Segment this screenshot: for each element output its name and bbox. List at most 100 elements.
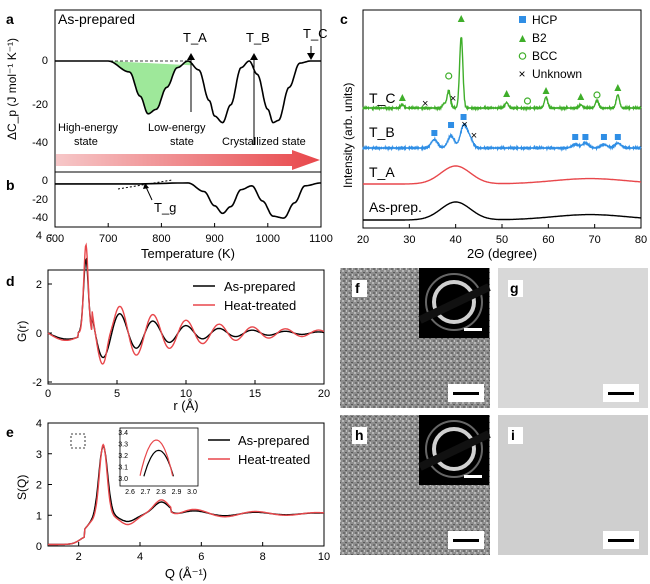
hcp-marker [614, 134, 621, 140]
hcp-marker [448, 122, 455, 128]
diffraction-f-ring2 [425, 273, 483, 331]
high-energy-peak-fill [108, 61, 194, 114]
panel-e-xticks: 2 4 6 8 10 [76, 542, 330, 563]
xtick-label: 600 [46, 233, 64, 245]
xtick-label: 40 [450, 234, 462, 246]
inset-xtick: 2.6 [125, 489, 135, 496]
state-high-line1: High-energy [58, 122, 118, 134]
xtick-label: 8 [260, 551, 266, 563]
b2-marker [542, 87, 550, 94]
unknown-marker: × [461, 119, 467, 131]
bcc-marker [523, 97, 532, 105]
panel-d-ylabel: G(r) [15, 321, 29, 342]
xtick-label: 2 [76, 551, 82, 563]
panel-e-letter: e [6, 424, 14, 440]
panel-b-frame [54, 171, 322, 228]
inset-zoom-box [70, 433, 86, 449]
xtick-label: 1100 [309, 233, 333, 245]
bcc-marker [593, 91, 601, 99]
xrd-curve-tb [362, 123, 642, 152]
b2-marker [398, 94, 406, 101]
b2-marker [577, 93, 585, 100]
xrd-curve-tc [362, 36, 642, 112]
panel-c-frame [362, 9, 642, 229]
panel-b-ytick: 0 [42, 175, 48, 187]
marker-tb-label: T_B [246, 30, 270, 45]
tg-arrow-line [145, 186, 153, 201]
inset-xtick: 2.8 [156, 489, 166, 496]
panel-a: a As-prepared ΔC_p (J mol⁻¹ K⁻¹) 0 -20 -… [5, 9, 328, 173]
state-low-line1: Low-energy [148, 122, 206, 134]
legend-e-as-label: As-prepared [238, 433, 310, 448]
panel-a-title: As-prepared [58, 11, 135, 27]
hcp-marker [600, 134, 607, 140]
panel-e-yticks: 0 1 2 3 4 [36, 418, 52, 553]
sq-heat-treated [48, 443, 325, 546]
scalebar-f [453, 392, 479, 395]
panel-b: b 0 -20 -40 T_g 600 700 800 900 1000 1100 Tem… [6, 171, 333, 261]
scalebar-inset-f [464, 328, 482, 331]
beam-stop-h [418, 430, 491, 471]
panel-b-ytick: -40 [32, 212, 48, 224]
xtick-label: 10 [180, 388, 192, 400]
inset: 2.6 2.7 2.8 2.9 3.0 3.4 3.3 3.2 3.1 3.0 [118, 427, 199, 496]
panel-e-xlabel: Q (Å⁻¹) [165, 566, 207, 581]
xtick-label: 50 [496, 234, 508, 246]
ytick-label: 4 [36, 418, 42, 430]
xtick-label: 6 [198, 551, 204, 563]
xtick-label: 800 [152, 233, 170, 245]
xtick-label: 10 [318, 551, 330, 563]
legend-unknown-marker: × [519, 67, 526, 81]
panel-c-xlabel: 2Θ (degree) [467, 246, 537, 261]
b2-marker [503, 90, 511, 97]
scalebar-h [453, 539, 479, 542]
tem-g-letter-bg [508, 280, 523, 297]
xtick-label: 4 [137, 551, 143, 563]
tem-g-letter: g [510, 280, 519, 296]
legend-unknown-label: Unknown [532, 67, 582, 81]
xtick-label: 80 [635, 234, 647, 246]
tem-i-letter: i [511, 427, 515, 443]
tem-f-letter-bg [352, 280, 367, 297]
panel-b-letter: b [6, 177, 15, 193]
scalebar-i [608, 539, 634, 542]
hcp-marker [460, 114, 467, 120]
marker-ta-arrow [187, 53, 195, 60]
legend-e-ht-label: Heat-treated [238, 452, 310, 467]
legend-hcp-label: HCP [532, 13, 557, 27]
legend-b2-label: B2 [532, 31, 547, 45]
diffraction-h-ring [432, 427, 476, 471]
panel-c: c Intensity (arb. units) T_C T_B T_A As-… [340, 9, 647, 261]
state-low-line2: state [170, 136, 194, 148]
panel-ab-xlabel: Temperature (K) [141, 246, 235, 261]
unknown-marker: × [422, 98, 428, 110]
panel-ab-xticks: 600 700 800 900 1000 1100 [46, 223, 333, 245]
inset-ytick: 3.1 [118, 465, 128, 472]
panel-d-letter: d [6, 273, 15, 289]
state-high-line2: state [74, 136, 98, 148]
unknown-marker: × [450, 93, 456, 105]
panel-a-ytick: 0 [42, 55, 48, 67]
state-crystallized: Crystallized state [222, 136, 306, 148]
marker-tc-arrow [307, 53, 315, 60]
tg-label: T_g [154, 200, 176, 215]
inset-ytick: 3.0 [118, 476, 128, 483]
legend-d-as-label: As-prepared [224, 279, 296, 294]
xtick-label: 1000 [256, 233, 280, 245]
panel-d-yticks: 4 2 0 -2 [32, 230, 52, 389]
curve-label-asprep: As-prep. [369, 199, 422, 215]
xtick-label: 20 [357, 234, 369, 246]
xtick-label: 5 [114, 388, 120, 400]
xtick-label: 0 [45, 388, 51, 400]
curve-label-ta: T_A [369, 164, 395, 180]
gr-heat-treated [47, 242, 325, 365]
xtick-label: 15 [249, 388, 261, 400]
panel-a-yticks: 0 -20 -40 [32, 55, 48, 149]
hcp-marker [572, 134, 579, 140]
inset-xtick: 2.7 [141, 489, 151, 496]
inset-xtick: 2.9 [172, 489, 182, 496]
ytick-label: -2 [32, 377, 42, 389]
scalebar-g [608, 392, 634, 395]
inset-ytick: 3.3 [118, 442, 128, 449]
